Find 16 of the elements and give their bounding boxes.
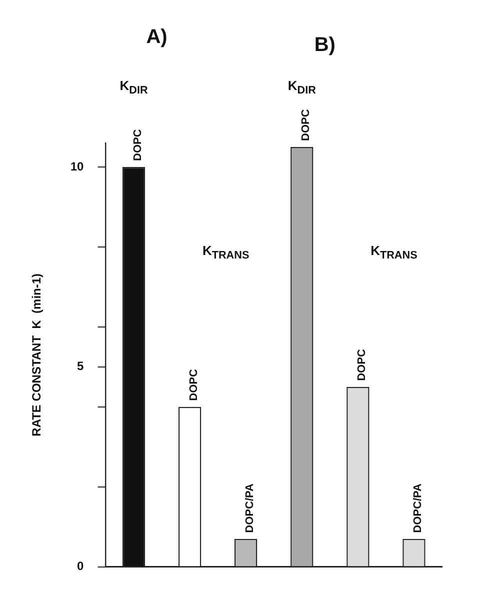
x-tick-label: DOPC/PA bbox=[244, 483, 256, 533]
y-axis-title: RATE CONSTANT K (min-1) bbox=[30, 273, 44, 436]
y-tick-label: 10 bbox=[70, 159, 84, 174]
annotation: K$_{TRANS}$ bbox=[370, 242, 418, 262]
text: K$_{DIR}$ bbox=[120, 78, 148, 97]
x-tick-label: DOPC/PA bbox=[412, 483, 424, 533]
text: K$_{DIR}$ bbox=[288, 78, 316, 97]
x-tick-label: DOPC bbox=[188, 369, 200, 401]
x-tick-label: DOPC bbox=[356, 349, 368, 381]
y-tick-label: 5 bbox=[77, 359, 84, 374]
x-tick-label: DOPC bbox=[132, 129, 144, 161]
text: B) bbox=[314, 34, 336, 57]
y-tick-label: 0 bbox=[77, 559, 84, 574]
x-tick-label: DOPC bbox=[300, 109, 312, 141]
text: A) bbox=[146, 26, 168, 49]
annotation: K$_{TRANS}$ bbox=[202, 242, 250, 262]
